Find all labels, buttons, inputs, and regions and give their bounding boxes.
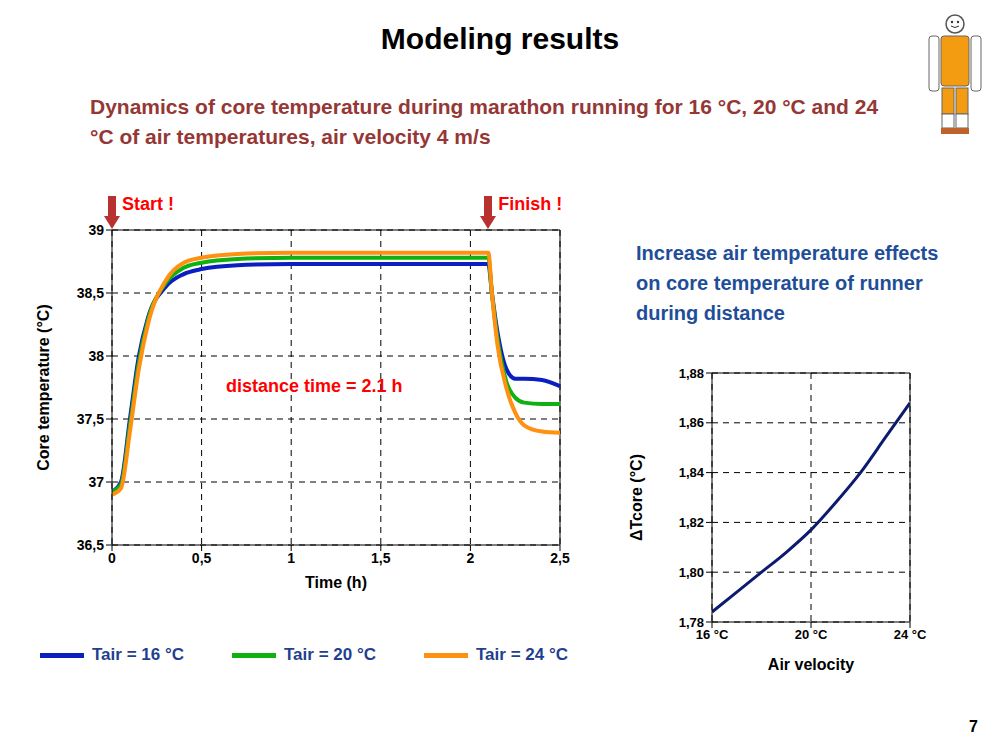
svg-text:37: 37 [88,474,104,490]
svg-text:0: 0 [108,550,116,566]
svg-text:38,5: 38,5 [77,285,104,301]
svg-text:2: 2 [467,550,475,566]
html-text:Increase air temperature effec: Increase air temperature effects on core… [636,242,939,324]
svg-text:1: 1 [287,550,295,566]
svg-text:1,80: 1,80 [679,565,704,580]
svg-text:24 °C: 24 °C [894,627,927,642]
svg-text:Air velocity: Air velocity [768,656,854,673]
svg-text:39: 39 [88,222,104,238]
svg-text:1,84: 1,84 [679,465,705,480]
svg-text:1,88: 1,88 [679,366,704,381]
svg-text:36,5: 36,5 [77,537,104,553]
svg-text:16 °C: 16 °C [695,627,729,643]
svg-text:Core temperature (°C): Core temperature (°C) [35,304,52,470]
html-text:Tair = 20 °C: Tair = 20 °C [284,645,376,664]
svg-text:37,5: 37,5 [77,411,104,427]
html-text:Tair = 24 °C: Tair = 24 °C [476,645,568,664]
svg-text:0,5: 0,5 [192,550,212,566]
svg-text:1,78: 1,78 [679,615,704,630]
svg-text:1,82: 1,82 [679,515,704,530]
svg-text:2,5: 2,5 [550,550,570,566]
svg-text:20 °C: 20 °C [795,627,828,642]
svg-text:1,5: 1,5 [371,550,391,566]
svg-text:Time (h): Time (h) [305,574,367,591]
html-text:Tair = 16 °C: Tair = 16 °C [92,645,184,664]
html-text:7: 7 [969,718,978,735]
html-text:Finish !: Finish ! [498,194,563,214]
svg-text:ΔTcore (°C): ΔTcore (°C) [628,454,645,541]
html-text:Modeling results: Modeling results [380,22,620,55]
svg-text:38: 38 [88,348,104,364]
html-text:distance time = 2.1 h: distance time = 2.1 h [226,376,403,396]
svg-text:1,86: 1,86 [679,415,704,430]
html-text:Start !: Start ! [122,194,174,214]
html-text:Dynamics of core temperature d: Dynamics of core temperature during mara… [90,95,879,148]
